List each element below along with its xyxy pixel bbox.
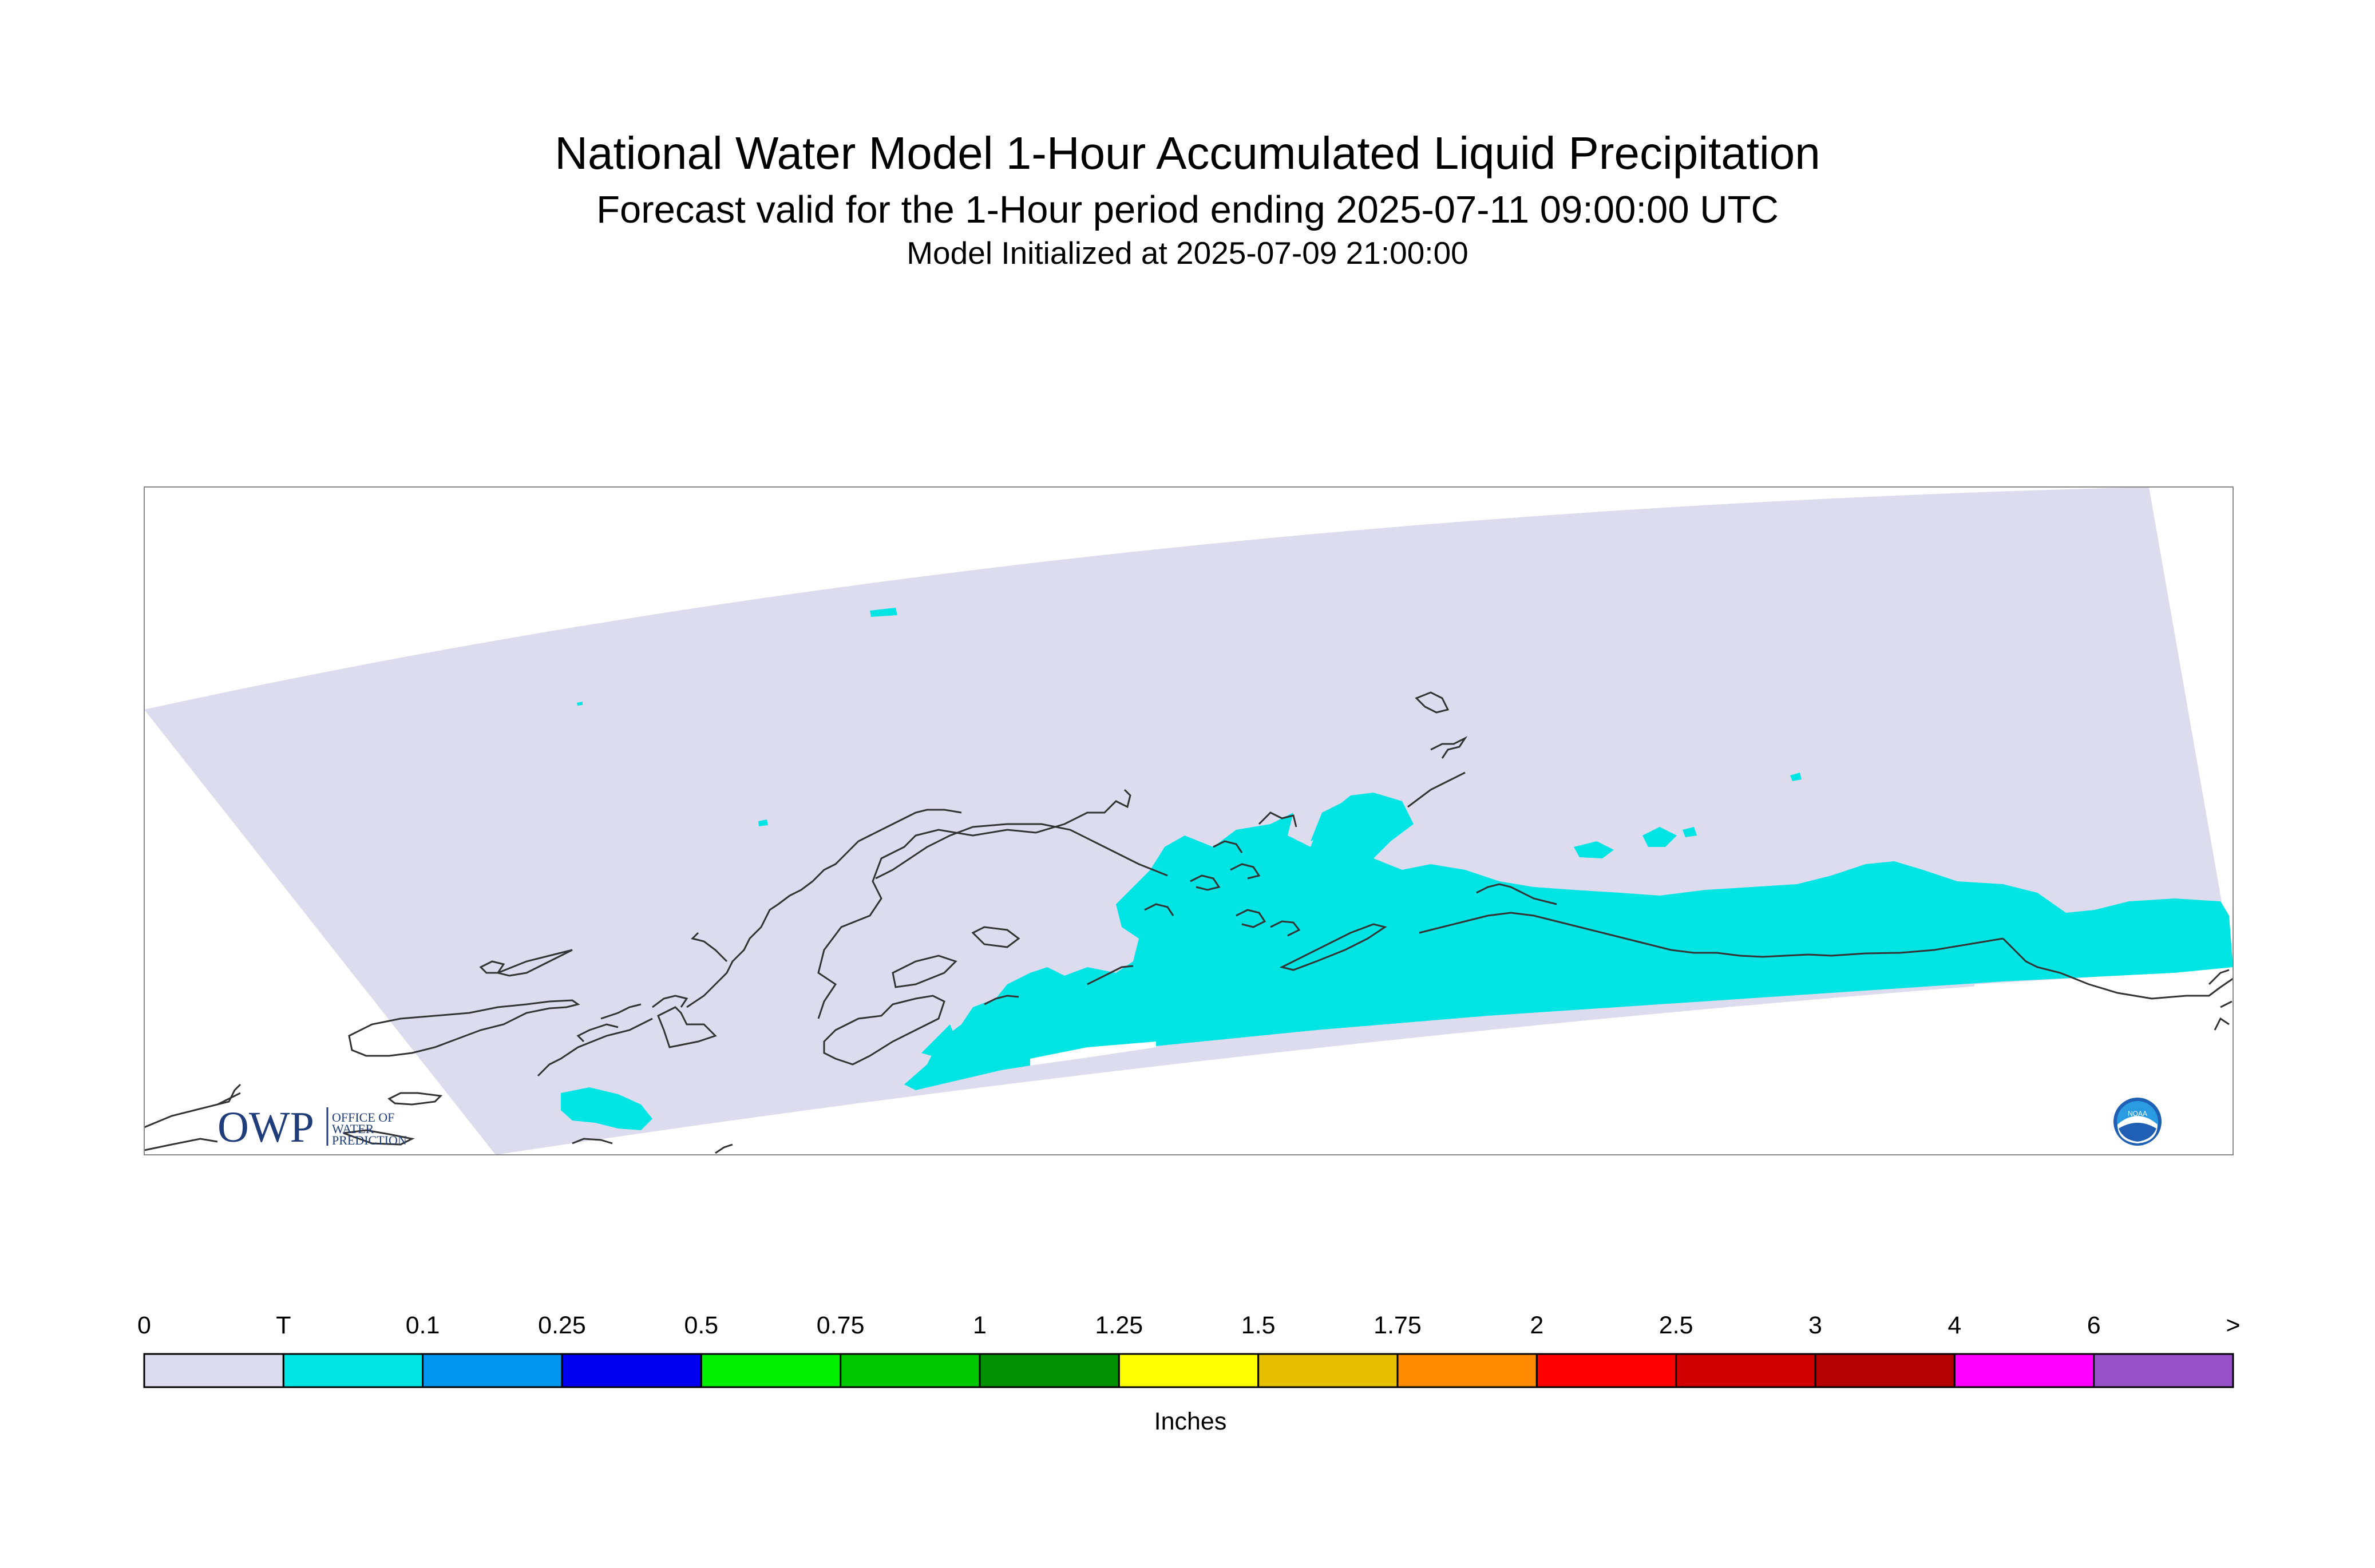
legend-swatch: [561, 1353, 702, 1388]
map-frame: [144, 486, 2234, 1155]
legend-swatch: [1814, 1353, 1956, 1388]
owp-name-line3: PREDICTION: [332, 1133, 407, 1147]
legend-tick-label: T: [276, 1312, 291, 1339]
map-subtitle: Forecast valid for the 1-Hour period end…: [596, 188, 1779, 231]
legend-tick-label: 6: [2087, 1312, 2101, 1339]
legend-tick-label: 4: [1948, 1312, 1962, 1339]
legend-swatch: [2093, 1353, 2234, 1388]
owp-name-line2: WATER: [332, 1122, 374, 1136]
legend-tick-label: 0.1: [405, 1312, 440, 1339]
coastlines: [144, 691, 2233, 1154]
map-title: National Water Model 1-Hour Accumulated …: [555, 128, 1820, 179]
noaa-logo: NOAA: [2113, 1098, 2162, 1146]
legend-tick-label: 1.25: [1095, 1312, 1143, 1339]
legend-swatch: [1675, 1353, 1816, 1388]
legend-swatch: [1535, 1353, 1677, 1388]
owp-logo-letters: OWP: [217, 1103, 314, 1151]
legend-swatch: [422, 1353, 563, 1388]
legend-swatch: [840, 1353, 981, 1388]
legend-tick-label: 1: [973, 1312, 987, 1339]
legend-tick-label: 1.75: [1373, 1312, 1422, 1339]
legend-tick-label: 0: [137, 1312, 151, 1339]
legend-swatch: [282, 1353, 424, 1388]
land-patch: [1974, 970, 2233, 1013]
legend-tick-label: 0.25: [538, 1312, 586, 1339]
legend-tick-label: 2: [1530, 1312, 1544, 1339]
model-domain: [144, 487, 2233, 1155]
model-init-line: Model Initialized at 2025-07-09 21:00:00: [907, 235, 1468, 271]
owp-name-line1: OFFICE OF: [332, 1110, 394, 1124]
legend-tick-label: >: [2226, 1312, 2241, 1339]
legend-colorbar: [143, 1353, 2234, 1388]
legend-units-label: Inches: [1154, 1408, 1227, 1435]
legend-swatch: [700, 1353, 842, 1388]
legend-swatch: [143, 1353, 284, 1388]
legend-tick-label: 3: [1808, 1312, 1822, 1339]
legend-swatch: [1953, 1353, 2095, 1388]
legend-swatch: [1257, 1353, 1399, 1388]
noaa-logo-text: NOAA: [2128, 1110, 2147, 1118]
legend-swatch: [1118, 1353, 1260, 1388]
legend-tick-label: 0.5: [684, 1312, 719, 1339]
legend-swatch: [979, 1353, 1120, 1388]
legend-tick-label: 0.75: [816, 1312, 865, 1339]
legend-swatch: [1396, 1353, 1538, 1388]
legend-tick-label: 2.5: [1658, 1312, 1693, 1339]
land-patch: [1030, 1042, 1156, 1066]
legend-tick-label: 1.5: [1241, 1312, 1276, 1339]
owp-logo: OWP OFFICE OF WATER PREDICTION: [217, 1103, 407, 1151]
